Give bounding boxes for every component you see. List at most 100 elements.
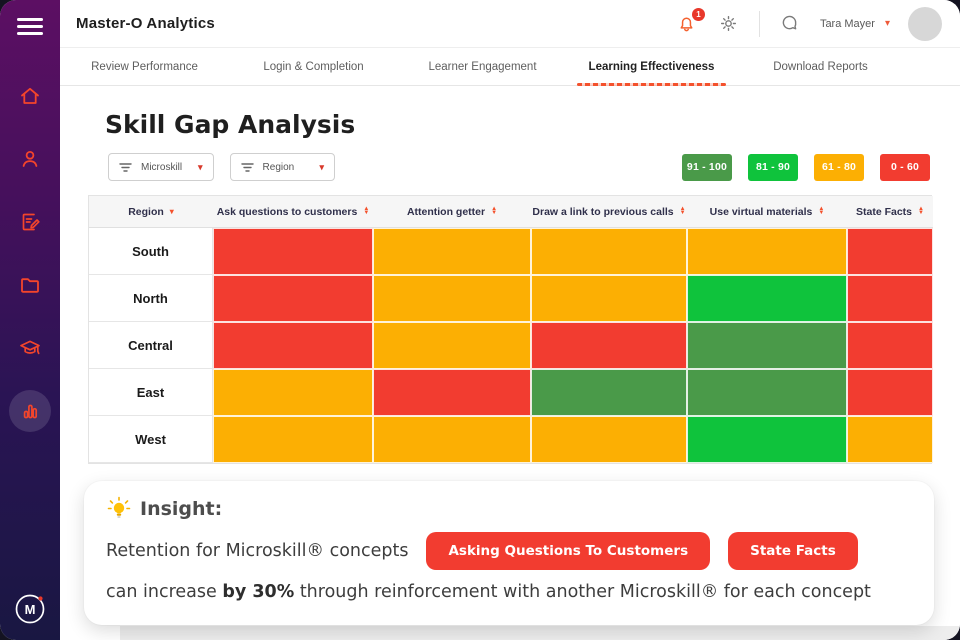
tab-review-performance[interactable]: Review Performance (91, 60, 198, 73)
app-title: Master-O Analytics (76, 15, 215, 32)
heatmap-cell (531, 369, 687, 416)
document-edit-icon (22, 213, 40, 230)
insight-heading: Insight: (140, 498, 223, 520)
legend-chip: 61 - 80 (814, 153, 864, 181)
sort-icon: ▲ ▼ (491, 206, 498, 216)
filter-label: Region (262, 161, 295, 173)
legend-chip: 81 - 90 (748, 153, 798, 181)
sidebar-item-users[interactable] (9, 138, 51, 180)
heatmap-cell (847, 369, 933, 416)
insight-text-line1: Retention for Microskill® concepts (106, 541, 409, 561)
mastero-logo[interactable]: M (13, 592, 47, 626)
column-header[interactable]: State Facts ▲ ▼ (847, 196, 933, 228)
filter-label: Microskill (141, 161, 183, 173)
graduation-cap-icon (20, 340, 40, 354)
sort-icon: ▲ ▼ (679, 206, 686, 216)
legend-chip: 0 - 60 (880, 153, 930, 181)
filter-icon (240, 162, 254, 172)
tab-bar: Review Performance Login & Completion Le… (60, 48, 960, 86)
sidebar-item-learning[interactable] (9, 327, 51, 369)
heatmap-cell (687, 275, 847, 322)
sort-icon: ▲ ▼ (818, 206, 825, 216)
notifications-button[interactable]: 1 (675, 7, 705, 36)
tab-download-reports[interactable]: Download Reports (773, 60, 868, 73)
heatmap-cell (213, 228, 373, 275)
sort-icon: ▲ ▼ (918, 206, 924, 216)
svg-text:M: M (25, 602, 36, 617)
sidebar-item-analytics[interactable] (9, 389, 51, 432)
chevron-down-icon: ▾ (198, 161, 203, 172)
home-icon (21, 87, 39, 104)
settings-button[interactable] (717, 12, 741, 36)
heatmap-cell (373, 275, 531, 322)
heatmap-cell (531, 322, 687, 369)
tab-learner-engagement[interactable]: Learner Engagement (428, 60, 537, 73)
user-name-label: Tara Mayer (819, 17, 875, 30)
heatmap-cell (373, 322, 531, 369)
sidebar: M (0, 0, 60, 640)
microskill-filter-dropdown[interactable]: Microskill ▾ (108, 153, 214, 181)
header-divider (758, 10, 760, 37)
heatmap-cell (847, 228, 933, 275)
chat-bubble-icon (783, 15, 797, 30)
sidebar-item-assessments[interactable] (9, 201, 51, 243)
insight-text-line2: can increase by 30% through reinforcemen… (106, 582, 871, 602)
column-header[interactable]: Use virtual materials ▲ ▼ (687, 196, 847, 228)
row-header-region: West (89, 416, 213, 463)
menu-icon[interactable] (17, 14, 43, 39)
heatmap-cell (847, 322, 933, 369)
heatmap-cell (531, 228, 687, 275)
row-header-region: Central (89, 322, 213, 369)
heatmap-cell (213, 416, 373, 463)
sort-desc-icon: ▾ (169, 207, 174, 216)
filter-icon (119, 162, 132, 172)
chevron-down-icon: ▾ (884, 18, 890, 29)
row-header-region: North (89, 275, 213, 322)
legend-chip: 91 - 100 (682, 153, 732, 181)
heatmap-cell (687, 228, 847, 275)
column-header[interactable]: Attention getter ▲ ▼ (373, 196, 531, 228)
heatmap-cell (373, 228, 531, 275)
heatmap-table: Region ▾ Ask questions to customers ▲ ▼ Att… (88, 195, 933, 464)
sort-icon: ▲ ▼ (363, 206, 370, 216)
heatmap-cell (373, 369, 531, 416)
chevron-down-icon: ▾ (319, 161, 325, 172)
folder-icon (21, 277, 39, 293)
heatmap-cell (847, 275, 933, 322)
column-header[interactable]: Draw a link to previous calls ▲ ▼ (531, 196, 687, 228)
asking-questions-button[interactable]: Asking Questions To Customers (426, 532, 711, 570)
heatmap-cell (213, 369, 373, 416)
column-header-region[interactable]: Region ▾ (89, 196, 213, 228)
bar-chart-icon (23, 404, 38, 418)
sidebar-item-content[interactable] (9, 264, 51, 306)
user-menu[interactable]: Tara Mayer ▾ (820, 18, 890, 30)
region-filter-dropdown[interactable]: Region ▾ (229, 153, 336, 181)
insight-card: Insight: Retention for Microskill® conce… (84, 481, 934, 625)
gear-icon (721, 15, 737, 32)
legend: 91 - 100 81 - 90 61 - 80 0 - 60 (682, 153, 930, 181)
filters-row: Microskill ▾ Region ▾ 91 - 100 81 - 90 61 … (108, 153, 930, 181)
heatmap-cell (531, 416, 687, 463)
chat-button[interactable] (778, 12, 802, 36)
row-header-region: East (89, 369, 213, 416)
avatar[interactable] (908, 6, 942, 41)
column-header[interactable]: Ask questions to customers ▲ ▼ (213, 196, 373, 228)
tab-learning-effectiveness[interactable]: Learning Effectiveness (567, 48, 736, 86)
lightbulb-icon (107, 496, 131, 518)
heatmap-cell (213, 275, 373, 322)
page-title: Skill Gap Analysis (105, 110, 356, 139)
heatmap-cell (847, 416, 933, 463)
footer-strip (120, 626, 960, 640)
sidebar-item-home[interactable] (9, 75, 51, 117)
state-facts-button[interactable]: State Facts (728, 532, 858, 570)
bell-icon (680, 17, 693, 32)
heatmap-cell (213, 322, 373, 369)
user-icon (22, 150, 38, 167)
heatmap-cell (531, 275, 687, 322)
heatmap-cell (687, 369, 847, 416)
heatmap-cell (687, 322, 847, 369)
notification-badge: 1 (691, 7, 705, 21)
tab-login-completion[interactable]: Login & Completion (263, 60, 364, 73)
top-header: Master-O Analytics 1 Tara Mayer ▾ (60, 0, 960, 48)
